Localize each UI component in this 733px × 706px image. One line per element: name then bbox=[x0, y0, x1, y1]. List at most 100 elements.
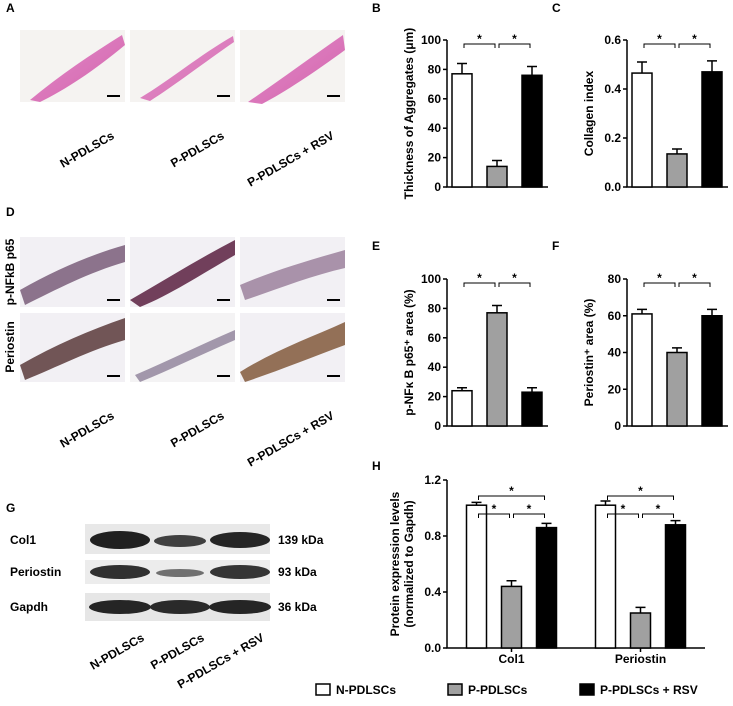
y-tick-label: 100 bbox=[421, 33, 441, 47]
y-axis-label: Thickness of Aggregates (μm) bbox=[402, 28, 416, 200]
error-bar bbox=[457, 387, 467, 391]
significance-label: * bbox=[492, 502, 497, 516]
significance-label: * bbox=[509, 484, 514, 498]
error-bar bbox=[527, 65, 537, 76]
bar bbox=[451, 389, 473, 427]
bar bbox=[631, 72, 653, 188]
significance-bracket bbox=[607, 513, 639, 518]
bar bbox=[535, 526, 558, 649]
significance-label: * bbox=[477, 271, 482, 285]
error-bar bbox=[635, 606, 646, 613]
bar bbox=[666, 153, 688, 188]
significance-label: * bbox=[692, 271, 697, 285]
error-bar bbox=[600, 500, 611, 506]
y-tick-label: 40 bbox=[428, 360, 442, 374]
y-tick-label: 0 bbox=[434, 180, 441, 194]
y-tick-label: 0.0 bbox=[424, 641, 441, 655]
bar bbox=[631, 313, 653, 427]
panel-label: A bbox=[6, 1, 15, 15]
error-bar bbox=[707, 308, 717, 316]
y-tick-label: 40 bbox=[608, 346, 622, 360]
significance-bracket bbox=[513, 513, 545, 518]
significance-bracket bbox=[678, 43, 711, 48]
significance-label: * bbox=[512, 32, 517, 46]
y-tick-label: 20 bbox=[428, 390, 442, 404]
group-label: N-PDLSCs bbox=[58, 408, 117, 450]
error-bar bbox=[506, 580, 517, 587]
y-tick-label: 0.6 bbox=[604, 33, 621, 47]
group-label: P-PDLSCs bbox=[168, 408, 227, 450]
group-label: N-PDLSCs bbox=[88, 630, 147, 672]
y-axis-label: Protein expression levels bbox=[388, 491, 402, 636]
y-tick-label: 100 bbox=[421, 272, 441, 286]
error-bar bbox=[471, 501, 482, 506]
panel-label: G bbox=[6, 501, 15, 515]
y-tick-label: 40 bbox=[428, 121, 442, 135]
significance-label: * bbox=[657, 32, 662, 46]
y-tick-label: 0.4 bbox=[604, 82, 621, 96]
significance-bracket bbox=[607, 495, 674, 500]
y-tick-label: 20 bbox=[428, 151, 442, 165]
bar bbox=[521, 74, 543, 188]
significance-bracket bbox=[463, 43, 496, 48]
panel-label: C bbox=[552, 1, 561, 15]
error-bar bbox=[672, 347, 682, 353]
group-label: P-PDLSCs + RSV bbox=[245, 128, 337, 189]
group-label: P-PDLSCs bbox=[168, 128, 227, 170]
y-axis-label: p-NFκ B p65⁺ area (%) bbox=[402, 289, 416, 415]
panel-label: B bbox=[372, 1, 381, 15]
bar bbox=[594, 504, 617, 649]
protein-label: Periostin bbox=[10, 565, 61, 579]
x-tick-label: Col1 bbox=[498, 652, 524, 666]
significance-label: * bbox=[692, 32, 697, 46]
panel-label: D bbox=[6, 205, 15, 219]
bar bbox=[486, 312, 508, 427]
y-tick-label: 0.4 bbox=[424, 585, 441, 599]
legend-swatch bbox=[315, 683, 331, 696]
significance-bracket bbox=[478, 513, 510, 518]
significance-bracket bbox=[478, 495, 545, 500]
western-blot bbox=[85, 524, 271, 621]
bar bbox=[521, 391, 543, 427]
y-tick-label: 0 bbox=[434, 419, 441, 433]
significance-label: * bbox=[656, 502, 661, 516]
y-tick-label: 0.8 bbox=[424, 529, 441, 543]
y-tick-label: 1.2 bbox=[424, 473, 441, 487]
y-tick-label: 60 bbox=[428, 331, 442, 345]
y-tick-label: 60 bbox=[428, 92, 442, 106]
significance-label: * bbox=[527, 502, 532, 516]
panel-label: E bbox=[372, 239, 380, 253]
bar bbox=[451, 73, 473, 188]
panel-label: H bbox=[372, 459, 381, 473]
error-bar bbox=[541, 522, 552, 528]
bar bbox=[465, 504, 488, 649]
y-tick-label: 60 bbox=[608, 309, 622, 323]
error-bar bbox=[707, 60, 717, 72]
y-tick-label: 0.0 bbox=[604, 180, 621, 194]
y-tick-label: 20 bbox=[608, 382, 622, 396]
y-tick-label: 0 bbox=[614, 419, 621, 433]
significance-label: * bbox=[638, 484, 643, 498]
group-label: P-PDLSCs + RSV bbox=[245, 408, 337, 469]
group-label: N-PDLSCs bbox=[58, 128, 117, 170]
significance-bracket bbox=[498, 43, 531, 48]
panel-label: F bbox=[552, 239, 559, 253]
significance-label: * bbox=[477, 32, 482, 46]
histology-ihc bbox=[20, 237, 345, 382]
significance-bracket bbox=[643, 282, 676, 287]
y-tick-label: 80 bbox=[428, 301, 442, 315]
error-bar bbox=[672, 148, 682, 154]
protein-label: Col1 bbox=[10, 533, 36, 547]
size-label: 139 kDa bbox=[278, 533, 324, 547]
protein-label: Gapdh bbox=[10, 600, 48, 614]
error-bar bbox=[670, 519, 681, 525]
bar bbox=[664, 524, 687, 649]
stain-label: p-NFkB p65 bbox=[3, 238, 17, 305]
size-label: 36 kDa bbox=[278, 600, 317, 614]
legend-swatch bbox=[579, 683, 595, 696]
significance-bracket bbox=[498, 282, 531, 287]
histology-he bbox=[20, 30, 345, 104]
error-bar bbox=[492, 159, 502, 167]
y-tick-label: 80 bbox=[608, 272, 622, 286]
